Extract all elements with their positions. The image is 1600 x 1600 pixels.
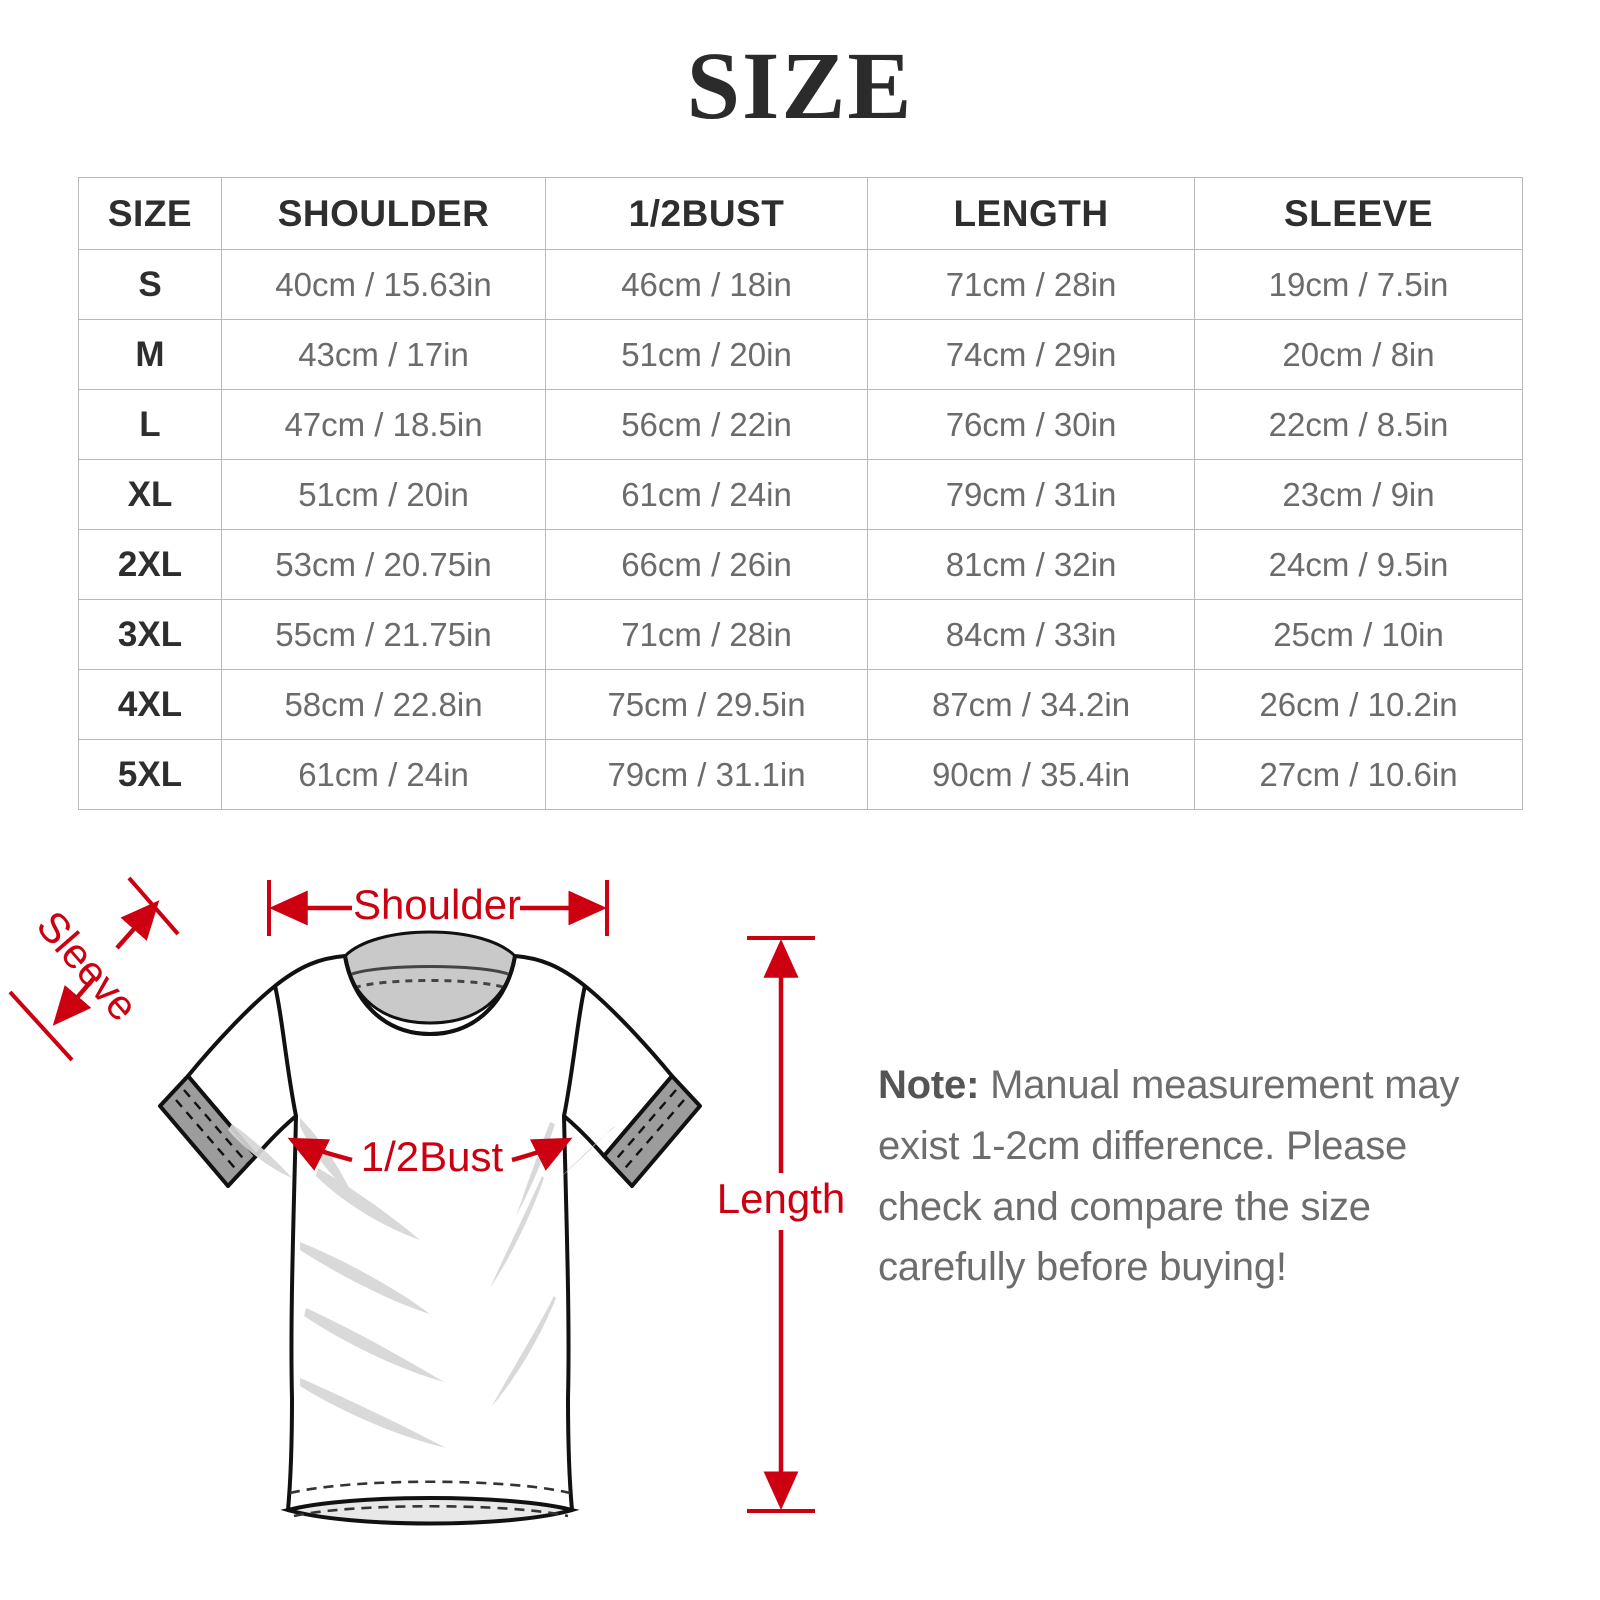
tshirt-illustration [158,930,702,1526]
shoulder-label: Shoulder [353,881,521,928]
note-text: Manual measurement may exist 1-2cm diffe… [878,1063,1460,1290]
sleeve-label: Sleeve [28,902,148,1030]
cell-sleeve: 22cm / 8.5in [1194,389,1523,460]
cell-length: 79cm / 31in [867,459,1195,530]
right-cuff-stitch [611,1089,677,1165]
cell-sleeve: 25cm / 10in [1194,599,1523,670]
cell-length: 84cm / 33in [867,599,1195,670]
half-bust-arrow-left [287,1137,353,1171]
page-title: SIZE [686,32,914,139]
column-header-sleeve: SLEEVE [1194,177,1523,250]
cell-size: L [78,389,222,460]
tshirt-body [186,954,674,1523]
cell-shoulder: 53cm / 20.75in [221,529,546,600]
column-header-shoulder: SHOULDER [221,177,546,250]
sleeve-tick-lower [8,990,74,1062]
cell-shoulder: 40cm / 15.63in [221,249,546,320]
cell-sleeve: 20cm / 8in [1194,319,1523,390]
cell-bust: 56cm / 22in [545,389,868,460]
cell-bust: 75cm / 29.5in [545,669,868,740]
half-bust-dimension: 1/2Bust [287,1133,573,1180]
collar-stitch-band [351,965,509,976]
cell-bust: 61cm / 24in [545,459,868,530]
cell-bust: 79cm / 31.1in [545,739,868,810]
cell-size: 2XL [78,529,222,600]
cell-length: 90cm / 35.4in [867,739,1195,810]
cell-sleeve: 19cm / 7.5in [1194,249,1523,320]
sleeve-arrow-lower [52,976,96,1026]
table-row: L 47cm / 18.5in 56cm / 22in 76cm / 30in … [78,389,1523,460]
cell-length: 71cm / 28in [867,249,1195,320]
sleeve-dimension: Sleeve [8,876,180,1062]
cell-size: 5XL [78,739,222,810]
size-chart-table: SIZE SHOULDER 1/2BUST LENGTH SLEEVE S 40… [78,177,1523,810]
cell-length: 81cm / 32in [867,529,1195,600]
size-chart-container: SIZE SHOULDER 1/2BUST LENGTH SLEEVE S 40… [78,177,1523,810]
left-cuff-stitch-2 [175,1099,241,1175]
fabric-shading [228,1118,616,1448]
right-sleeve-cuff [602,1074,702,1188]
column-header-bust: 1/2BUST [545,177,868,250]
cell-length: 74cm / 29in [867,319,1195,390]
left-cuff-stitch [183,1089,249,1165]
table-header-row: SIZE SHOULDER 1/2BUST LENGTH SLEEVE [78,177,1523,250]
shoulder-dimension: Shoulder [267,880,609,936]
hem-stitch-lower [293,1504,569,1518]
measurement-note: Note: Manual measurement may exist 1-2cm… [878,1055,1518,1298]
table-row: 3XL 55cm / 21.75in 71cm / 28in 84cm / 33… [78,599,1523,670]
cell-bust: 46cm / 18in [545,249,868,320]
cell-bust: 66cm / 26in [545,529,868,600]
hem-stitch-upper [289,1480,571,1495]
cell-sleeve: 24cm / 9.5in [1194,529,1523,600]
cell-bust: 51cm / 20in [545,319,868,390]
cell-sleeve: 27cm / 10.6in [1194,739,1523,810]
cell-shoulder: 43cm / 17in [221,319,546,390]
neck-rib [343,955,517,1037]
table-row: M 43cm / 17in 51cm / 20in 74cm / 29in 20… [78,319,1523,390]
table-row: XL 51cm / 20in 61cm / 24in 79cm / 31in 2… [78,459,1523,530]
size-chart-header: SIZE SHOULDER 1/2BUST LENGTH SLEEVE [78,177,1523,250]
cell-bust: 71cm / 28in [545,599,868,670]
half-bust-arrow-right [511,1137,573,1171]
cell-length: 87cm / 34.2in [867,669,1195,740]
cell-shoulder: 58cm / 22.8in [221,669,546,740]
sleeve-arrow-upper [115,900,160,950]
column-header-length: LENGTH [867,177,1195,250]
bottom-hem [280,1496,580,1526]
right-cuff-stitch-2 [619,1099,685,1175]
table-row: S 40cm / 15.63in 46cm / 18in 71cm / 28in… [78,249,1523,320]
cell-size: S [78,249,222,320]
length-dimension: Length [717,936,845,1513]
size-chart-body: S 40cm / 15.63in 46cm / 18in 71cm / 28in… [78,249,1523,810]
cell-shoulder: 61cm / 24in [221,739,546,810]
cell-length: 76cm / 30in [867,389,1195,460]
table-row: 5XL 61cm / 24in 79cm / 31.1in 90cm / 35.… [78,739,1523,810]
cell-shoulder: 47cm / 18.5in [221,389,546,460]
cell-size: 4XL [78,669,222,740]
length-label: Length [717,1175,845,1222]
cell-size: 3XL [78,599,222,670]
cell-size: XL [78,459,222,530]
left-armhole-seam [273,985,298,1117]
right-armhole-seam [562,985,587,1117]
column-header-size: SIZE [78,177,222,250]
note-label: Note: [878,1063,980,1107]
cell-sleeve: 23cm / 9in [1194,459,1523,530]
cell-shoulder: 51cm / 20in [221,459,546,530]
table-row: 4XL 58cm / 22.8in 75cm / 29.5in 87cm / 3… [78,669,1523,740]
measurement-diagram: Shoulder Sleeve 1/2Bust Length [0,838,860,1578]
cell-size: M [78,319,222,390]
half-bust-label: 1/2Bust [361,1133,504,1180]
cell-sleeve: 26cm / 10.2in [1194,669,1523,740]
table-row: 2XL 53cm / 20.75in 66cm / 26in 81cm / 32… [78,529,1523,600]
cell-shoulder: 55cm / 21.75in [221,599,546,670]
